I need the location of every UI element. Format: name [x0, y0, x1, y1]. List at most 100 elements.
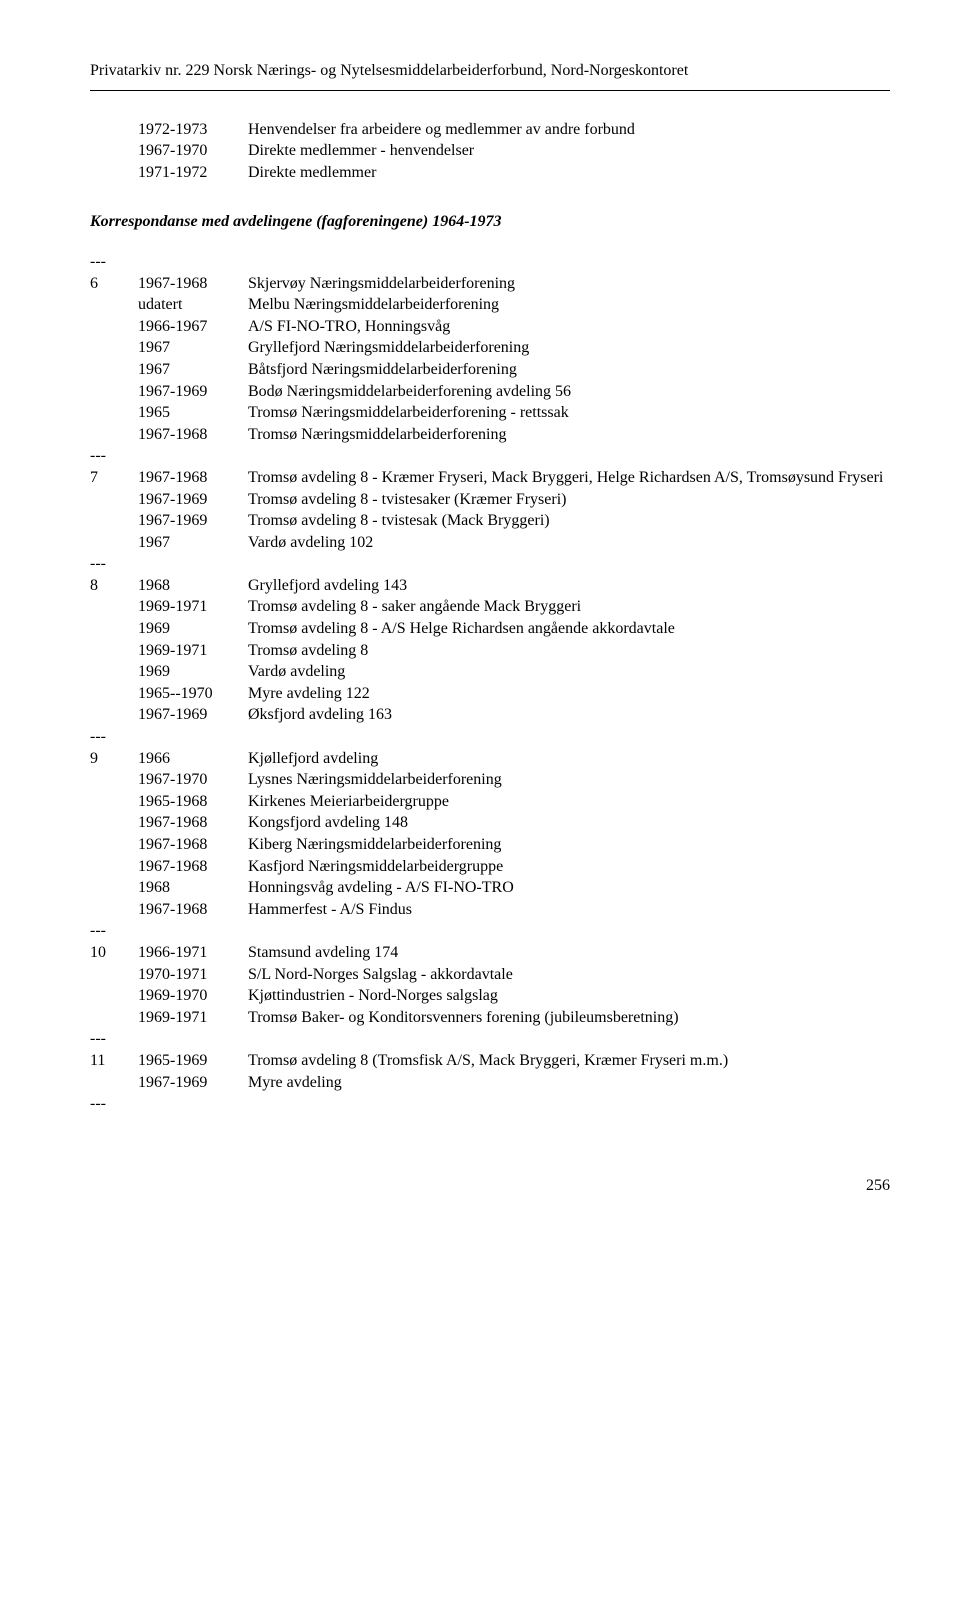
entry-desc: Direkte medlemmer - henvendelser [248, 140, 890, 162]
separator: --- [90, 1093, 890, 1115]
separator: --- [90, 726, 890, 748]
entry-years: 1967-1968 [138, 273, 248, 295]
entry-row: 1967Vardø avdeling 102 [90, 532, 890, 554]
entry-years: 1970-1971 [138, 964, 248, 986]
entry-id [90, 964, 138, 986]
entry-years: 1967-1969 [138, 510, 248, 532]
entry-row: 1967-1968Kasfjord Næringsmiddelarbeiderg… [90, 856, 890, 878]
entry-desc: Kiberg Næringsmiddelarbeiderforening [248, 834, 890, 856]
entry-row: 1969Tromsø avdeling 8 - A/S Helge Richar… [90, 618, 890, 640]
entry-row: 1969-1970Kjøttindustrien - Nord-Norges s… [90, 985, 890, 1007]
entry-years: 1968 [138, 877, 248, 899]
entry-id: 11 [90, 1050, 138, 1072]
entry-desc: Tromsø Næringsmiddelarbeiderforening - r… [248, 402, 890, 424]
entry-desc: Kjøllefjord avdeling [248, 748, 890, 770]
entry-row: 1967Gryllefjord Næringsmiddelarbeiderfor… [90, 337, 890, 359]
entry-years: udatert [138, 294, 248, 316]
entry-years: 1967-1969 [138, 489, 248, 511]
entry-years: 1965-1969 [138, 1050, 248, 1072]
entry-years: 1965 [138, 402, 248, 424]
separator: --- [90, 251, 890, 273]
entry-years: 1972-1973 [138, 119, 248, 141]
entry-row: 1972-1973Henvendelser fra arbeidere og m… [90, 119, 890, 141]
entry-desc: Tromsø avdeling 8 - Kræmer Fryseri, Mack… [248, 467, 890, 489]
entry-row: 1970-1971S/L Nord-Norges Salgslag - akko… [90, 964, 890, 986]
entry-id [90, 381, 138, 403]
entry-desc: A/S FI-NO-TRO, Honningsvåg [248, 316, 890, 338]
entry-id [90, 337, 138, 359]
entry-row: 1967-1969Bodø Næringsmiddelarbeiderforen… [90, 381, 890, 403]
page-number: 256 [90, 1175, 890, 1197]
entry-years: 1969 [138, 661, 248, 683]
entry-row: 1966-1967A/S FI-NO-TRO, Honningsvåg [90, 316, 890, 338]
entry-desc: Båtsfjord Næringsmiddelarbeiderforening [248, 359, 890, 381]
entry-years: 1969-1971 [138, 1007, 248, 1029]
entry-id [90, 683, 138, 705]
entry-desc: Tromsø avdeling 8 [248, 640, 890, 662]
entry-desc: S/L Nord-Norges Salgslag - akkordavtale [248, 964, 890, 986]
entry-id [90, 856, 138, 878]
entry-years: 1967-1968 [138, 899, 248, 921]
entry-id: 8 [90, 575, 138, 597]
header-divider [90, 90, 890, 91]
entry-id [90, 596, 138, 618]
entry-years: 1967-1968 [138, 467, 248, 489]
entry-years: 1967-1968 [138, 812, 248, 834]
entry-row: 1965--1970Myre avdeling 122 [90, 683, 890, 705]
entry-row: 1967Båtsfjord Næringsmiddelarbeiderforen… [90, 359, 890, 381]
separator: --- [90, 1028, 890, 1050]
entry-years: 1966-1967 [138, 316, 248, 338]
entry-desc: Øksfjord avdeling 163 [248, 704, 890, 726]
entry-id [90, 294, 138, 316]
entry-desc: Henvendelser fra arbeidere og medlemmer … [248, 119, 890, 141]
entry-row: 91966Kjøllefjord avdeling [90, 748, 890, 770]
entry-desc: Tromsø avdeling 8 - tvistesaker (Kræmer … [248, 489, 890, 511]
entry-id [90, 1072, 138, 1094]
entry-desc: Skjervøy Næringsmiddelarbeiderforening [248, 273, 890, 295]
entry-desc: Bodø Næringsmiddelarbeiderforening avdel… [248, 381, 890, 403]
entry-desc: Stamsund avdeling 174 [248, 942, 890, 964]
entry-desc: Myre avdeling 122 [248, 683, 890, 705]
entry-id [90, 791, 138, 813]
entry-years: 1967 [138, 359, 248, 381]
entry-row: 1969Vardø avdeling [90, 661, 890, 683]
entry-years: 1968 [138, 575, 248, 597]
entry-row: 1969-1971Tromsø avdeling 8 [90, 640, 890, 662]
entry-years: 1967-1969 [138, 704, 248, 726]
entry-desc: Direkte medlemmer [248, 162, 890, 184]
entry-years: 1967-1968 [138, 856, 248, 878]
entry-row: 1967-1969Tromsø avdeling 8 - tvistesak (… [90, 510, 890, 532]
entry-row: 61967-1968Skjervøy Næringsmiddelarbeider… [90, 273, 890, 295]
entry-id: 6 [90, 273, 138, 295]
entry-desc: Vardø avdeling [248, 661, 890, 683]
entry-row: 1967-1970Lysnes Næringsmiddelarbeiderfor… [90, 769, 890, 791]
entry-id: 9 [90, 748, 138, 770]
entry-row: 1968Honningsvåg avdeling - A/S FI-NO-TRO [90, 877, 890, 899]
entry-years: 1966 [138, 748, 248, 770]
entry-years: 1969 [138, 618, 248, 640]
entry-id [90, 618, 138, 640]
entry-row: 1969-1971Tromsø avdeling 8 - saker angåe… [90, 596, 890, 618]
entry-id [90, 661, 138, 683]
entry-id [90, 140, 138, 162]
entry-id [90, 489, 138, 511]
entry-row: 101966-1971Stamsund avdeling 174 [90, 942, 890, 964]
entry-row: 1971-1972Direkte medlemmer [90, 162, 890, 184]
entry-years: 1971-1972 [138, 162, 248, 184]
entry-row: 1967-1968Kongsfjord avdeling 148 [90, 812, 890, 834]
entry-id [90, 812, 138, 834]
entry-id: 10 [90, 942, 138, 964]
entry-row: 1967-1969Myre avdeling [90, 1072, 890, 1094]
entry-desc: Kirkenes Meieriarbeidergruppe [248, 791, 890, 813]
entry-desc: Tromsø avdeling 8 - saker angående Mack … [248, 596, 890, 618]
entry-desc: Vardø avdeling 102 [248, 532, 890, 554]
entry-row: 1967-1969Tromsø avdeling 8 - tvistesaker… [90, 489, 890, 511]
entry-years: 1965-1968 [138, 791, 248, 813]
entry-years: 1967-1969 [138, 381, 248, 403]
entry-years: 1965--1970 [138, 683, 248, 705]
entry-years: 1967-1970 [138, 140, 248, 162]
entry-row: 1965-1968Kirkenes Meieriarbeidergruppe [90, 791, 890, 813]
entry-desc: Lysnes Næringsmiddelarbeiderforening [248, 769, 890, 791]
entry-years: 1969-1970 [138, 985, 248, 1007]
entry-row: udatertMelbu Næringsmiddelarbeiderforeni… [90, 294, 890, 316]
